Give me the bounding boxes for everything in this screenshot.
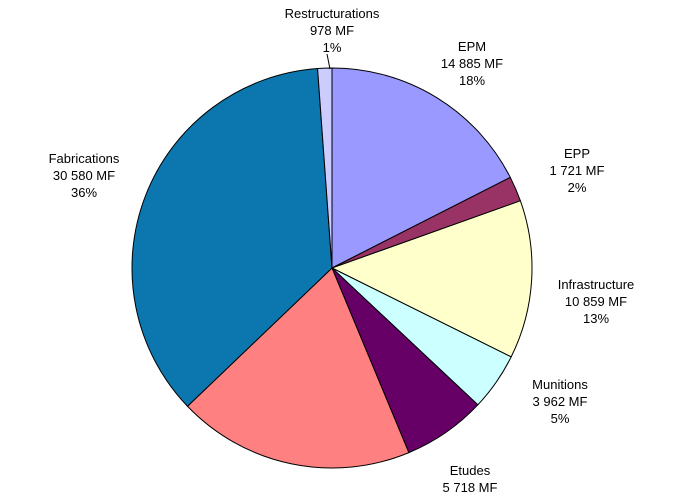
slice-label-restructurations: Restructurations 978 MF 1% (284, 6, 380, 55)
slice-label-fabrications: Fabrications 30 580 MF 36% (48, 151, 120, 200)
pie-slice-epm (331, 67, 511, 269)
slice-label-epp: EPP 1 721 MF 2% (549, 146, 605, 195)
pie-slice-infrastructure (330, 200, 533, 358)
slice-label-infrastructure: Infrastructure 10 859 MF 13% (557, 277, 635, 326)
slice-label-epm: EPM 14 885 MF 18% (440, 39, 504, 88)
leader-line (326, 53, 331, 70)
slice-label-etudes: Etudes 5 718 MF (442, 463, 498, 495)
pie-slice-fabrications (131, 67, 333, 407)
pie-slice-unlabeled (186, 267, 410, 469)
pie-slice-restructurations (317, 67, 333, 269)
slice-label-munitions: Munitions 3 962 MF 5% (532, 377, 588, 426)
